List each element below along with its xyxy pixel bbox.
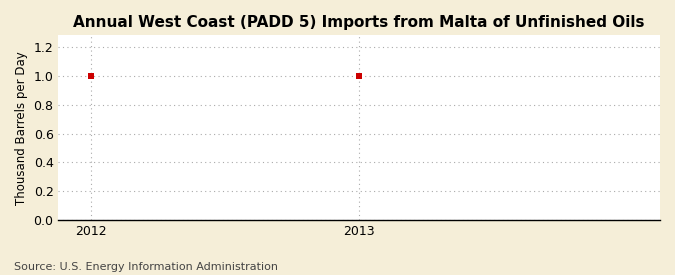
Y-axis label: Thousand Barrels per Day: Thousand Barrels per Day	[15, 51, 28, 205]
Title: Annual West Coast (PADD 5) Imports from Malta of Unfinished Oils: Annual West Coast (PADD 5) Imports from …	[74, 15, 645, 30]
Text: Source: U.S. Energy Information Administration: Source: U.S. Energy Information Administ…	[14, 262, 277, 272]
